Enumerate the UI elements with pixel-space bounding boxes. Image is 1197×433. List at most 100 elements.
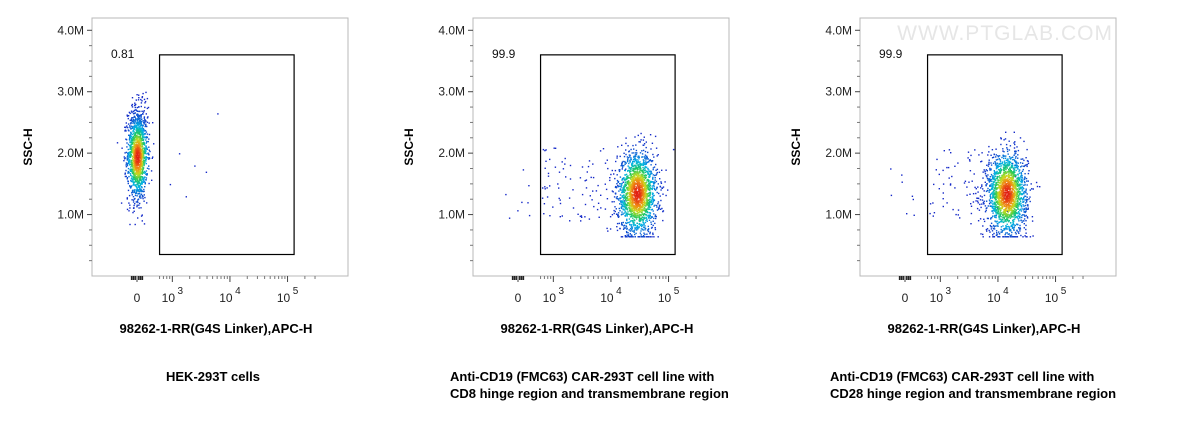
data-point [130, 146, 132, 148]
data-point [129, 185, 131, 187]
data-point [628, 182, 630, 184]
data-point [140, 177, 142, 179]
data-point [627, 180, 630, 182]
data-point [643, 195, 645, 197]
data-point [131, 133, 134, 136]
data-point [146, 147, 148, 149]
data-point [141, 168, 143, 171]
data-point [992, 191, 994, 193]
data-point [568, 197, 571, 199]
data-point [136, 122, 138, 124]
data-point [1014, 141, 1016, 143]
data-point [636, 158, 638, 161]
data-point [125, 162, 128, 164]
gate-percentage-label: 99.9 [492, 47, 516, 61]
data-point [143, 121, 145, 124]
data-point [651, 185, 653, 187]
data-point [623, 224, 626, 227]
data-point [635, 192, 637, 194]
data-point [629, 171, 631, 173]
data-point [128, 172, 130, 174]
data-point [1021, 208, 1023, 210]
data-point [628, 207, 630, 209]
data-point [1039, 186, 1041, 188]
data-point [1017, 208, 1019, 210]
data-point [131, 106, 134, 108]
y-tick-label: 1.0M [57, 208, 84, 222]
data-point [650, 148, 652, 150]
data-point [634, 171, 636, 173]
data-point [1017, 184, 1019, 187]
data-point [990, 197, 992, 199]
data-point [1013, 236, 1015, 238]
data-point [632, 186, 635, 189]
data-point [139, 156, 141, 158]
data-point [988, 163, 990, 165]
data-point [997, 184, 1000, 186]
data-point [130, 142, 133, 144]
data-point [628, 202, 630, 204]
data-point [1013, 169, 1016, 171]
data-point [133, 110, 135, 112]
data-point [144, 151, 146, 153]
data-point [1017, 211, 1020, 213]
data-point [123, 160, 125, 162]
data-point [139, 129, 142, 131]
data-point [1026, 196, 1028, 198]
data-point [1005, 225, 1007, 227]
data-point [623, 164, 625, 167]
data-point [632, 201, 634, 203]
data-point [135, 159, 137, 162]
data-point [624, 235, 626, 237]
data-point [1020, 206, 1023, 208]
data-point [1006, 228, 1008, 230]
data-point [631, 152, 633, 154]
data-point [1000, 178, 1002, 180]
data-point [643, 200, 646, 203]
data-point [990, 178, 993, 181]
data-point [1005, 159, 1008, 161]
data-point [131, 169, 133, 171]
data-point [1023, 184, 1025, 186]
data-point [648, 208, 651, 210]
data-point [642, 193, 644, 195]
data-point [626, 234, 628, 236]
data-point [629, 233, 631, 235]
data-point [981, 203, 983, 205]
data-point [144, 132, 146, 135]
data-point [126, 146, 128, 148]
data-point [629, 182, 631, 184]
data-point [995, 179, 997, 182]
data-point [146, 153, 148, 155]
data-point [1024, 176, 1026, 178]
data-point [625, 207, 628, 209]
data-point [127, 189, 130, 192]
data-point [1007, 236, 1010, 238]
data-point [649, 187, 652, 190]
data-point [655, 147, 658, 149]
data-point [1003, 160, 1006, 162]
data-point [130, 131, 132, 133]
data-point [620, 186, 622, 188]
data-point [1012, 222, 1014, 224]
data-point [151, 179, 153, 181]
data-point [616, 226, 618, 228]
data-point [638, 174, 641, 176]
data-point [1025, 202, 1027, 204]
data-point [890, 194, 893, 197]
data-point [977, 191, 979, 193]
data-point [124, 152, 126, 154]
data-point [136, 119, 138, 122]
data-point [142, 181, 144, 183]
data-point [988, 191, 990, 193]
data-point [136, 160, 139, 162]
data-point [528, 185, 530, 187]
data-point [635, 226, 638, 229]
data-point [1012, 221, 1014, 223]
data-point [143, 188, 145, 191]
data-point [1023, 227, 1025, 229]
data-point [637, 196, 639, 198]
data-point [951, 175, 953, 178]
data-point [643, 167, 645, 170]
data-point [146, 136, 148, 138]
